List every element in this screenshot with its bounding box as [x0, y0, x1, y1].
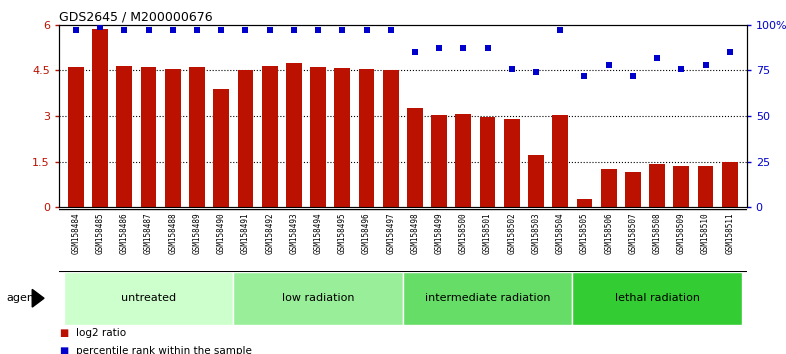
Text: GSM158501: GSM158501: [483, 212, 492, 253]
Text: GSM158502: GSM158502: [507, 212, 516, 253]
Bar: [479, 118, 495, 207]
Point: [360, 27, 373, 33]
Bar: [213, 88, 229, 207]
Text: ■: ■: [59, 328, 68, 338]
Bar: [698, 166, 714, 207]
Bar: [334, 68, 350, 207]
Bar: [572, 272, 742, 325]
Bar: [402, 272, 572, 325]
Text: GSM158489: GSM158489: [193, 212, 201, 253]
Text: percentile rank within the sample: percentile rank within the sample: [76, 346, 252, 354]
Point: [142, 27, 155, 33]
Text: GSM158484: GSM158484: [72, 212, 80, 253]
Point: [70, 27, 83, 33]
Bar: [649, 164, 665, 207]
Point: [312, 27, 325, 33]
Bar: [577, 199, 593, 207]
Bar: [165, 69, 181, 207]
Bar: [383, 70, 399, 207]
Text: GSM158494: GSM158494: [314, 212, 322, 253]
Bar: [553, 115, 568, 207]
Bar: [64, 272, 233, 325]
Point: [700, 62, 712, 68]
Point: [409, 49, 421, 55]
Bar: [68, 67, 84, 207]
Text: log2 ratio: log2 ratio: [76, 328, 127, 338]
Text: GSM158510: GSM158510: [701, 212, 710, 253]
Text: GSM158486: GSM158486: [119, 212, 129, 253]
Bar: [310, 67, 326, 207]
Point: [384, 27, 397, 33]
Text: GSM158492: GSM158492: [265, 212, 274, 253]
Text: GSM158496: GSM158496: [362, 212, 371, 253]
Bar: [528, 155, 544, 207]
Text: lethal radiation: lethal radiation: [615, 293, 700, 303]
Text: GSM158485: GSM158485: [96, 212, 105, 253]
Text: GSM158487: GSM158487: [144, 212, 153, 253]
Text: untreated: untreated: [121, 293, 176, 303]
Bar: [456, 114, 472, 207]
Text: GSM158488: GSM158488: [168, 212, 178, 253]
Point: [554, 27, 567, 33]
Point: [626, 73, 639, 79]
Bar: [601, 169, 616, 207]
Text: GSM158493: GSM158493: [289, 212, 299, 253]
Point: [505, 66, 518, 72]
Text: GSM158504: GSM158504: [556, 212, 564, 253]
Bar: [407, 108, 423, 207]
Point: [530, 69, 542, 75]
Bar: [237, 70, 253, 207]
Text: GSM158505: GSM158505: [580, 212, 589, 253]
Text: GSM158511: GSM158511: [725, 212, 734, 253]
Bar: [233, 272, 402, 325]
Text: GSM158506: GSM158506: [604, 212, 613, 253]
Bar: [141, 67, 156, 207]
Point: [675, 66, 688, 72]
Text: ■: ■: [59, 346, 68, 354]
Text: intermediate radiation: intermediate radiation: [424, 293, 550, 303]
Text: GSM158508: GSM158508: [652, 212, 662, 253]
Bar: [262, 66, 277, 207]
Bar: [189, 67, 205, 207]
Text: GSM158499: GSM158499: [435, 212, 443, 253]
Point: [94, 24, 106, 29]
Text: GDS2645 / M200000676: GDS2645 / M200000676: [59, 11, 212, 24]
Point: [457, 46, 470, 51]
Point: [263, 27, 276, 33]
Text: GSM158500: GSM158500: [459, 212, 468, 253]
Point: [191, 27, 204, 33]
Bar: [116, 66, 132, 207]
Text: GSM158509: GSM158509: [677, 212, 686, 253]
Point: [215, 27, 227, 33]
Point: [239, 27, 252, 33]
Bar: [358, 69, 374, 207]
Text: GSM158498: GSM158498: [410, 212, 420, 253]
Point: [578, 73, 591, 79]
Bar: [625, 172, 641, 207]
Text: GSM158490: GSM158490: [217, 212, 226, 253]
Point: [433, 46, 446, 51]
Point: [167, 27, 179, 33]
Text: GSM158495: GSM158495: [338, 212, 347, 253]
Text: GSM158507: GSM158507: [628, 212, 637, 253]
Point: [336, 27, 348, 33]
Bar: [92, 29, 108, 207]
Point: [602, 62, 615, 68]
Bar: [432, 115, 447, 207]
Text: GSM158497: GSM158497: [386, 212, 395, 253]
Point: [288, 27, 300, 33]
Point: [118, 27, 130, 33]
Text: GSM158503: GSM158503: [531, 212, 541, 253]
Text: agent: agent: [6, 293, 39, 303]
Point: [651, 55, 663, 61]
Bar: [286, 63, 302, 207]
Text: GSM158491: GSM158491: [241, 212, 250, 253]
Point: [723, 49, 736, 55]
Bar: [674, 166, 689, 207]
Bar: [722, 161, 737, 207]
Text: low radiation: low radiation: [282, 293, 354, 303]
Bar: [504, 119, 520, 207]
Point: [481, 46, 494, 51]
